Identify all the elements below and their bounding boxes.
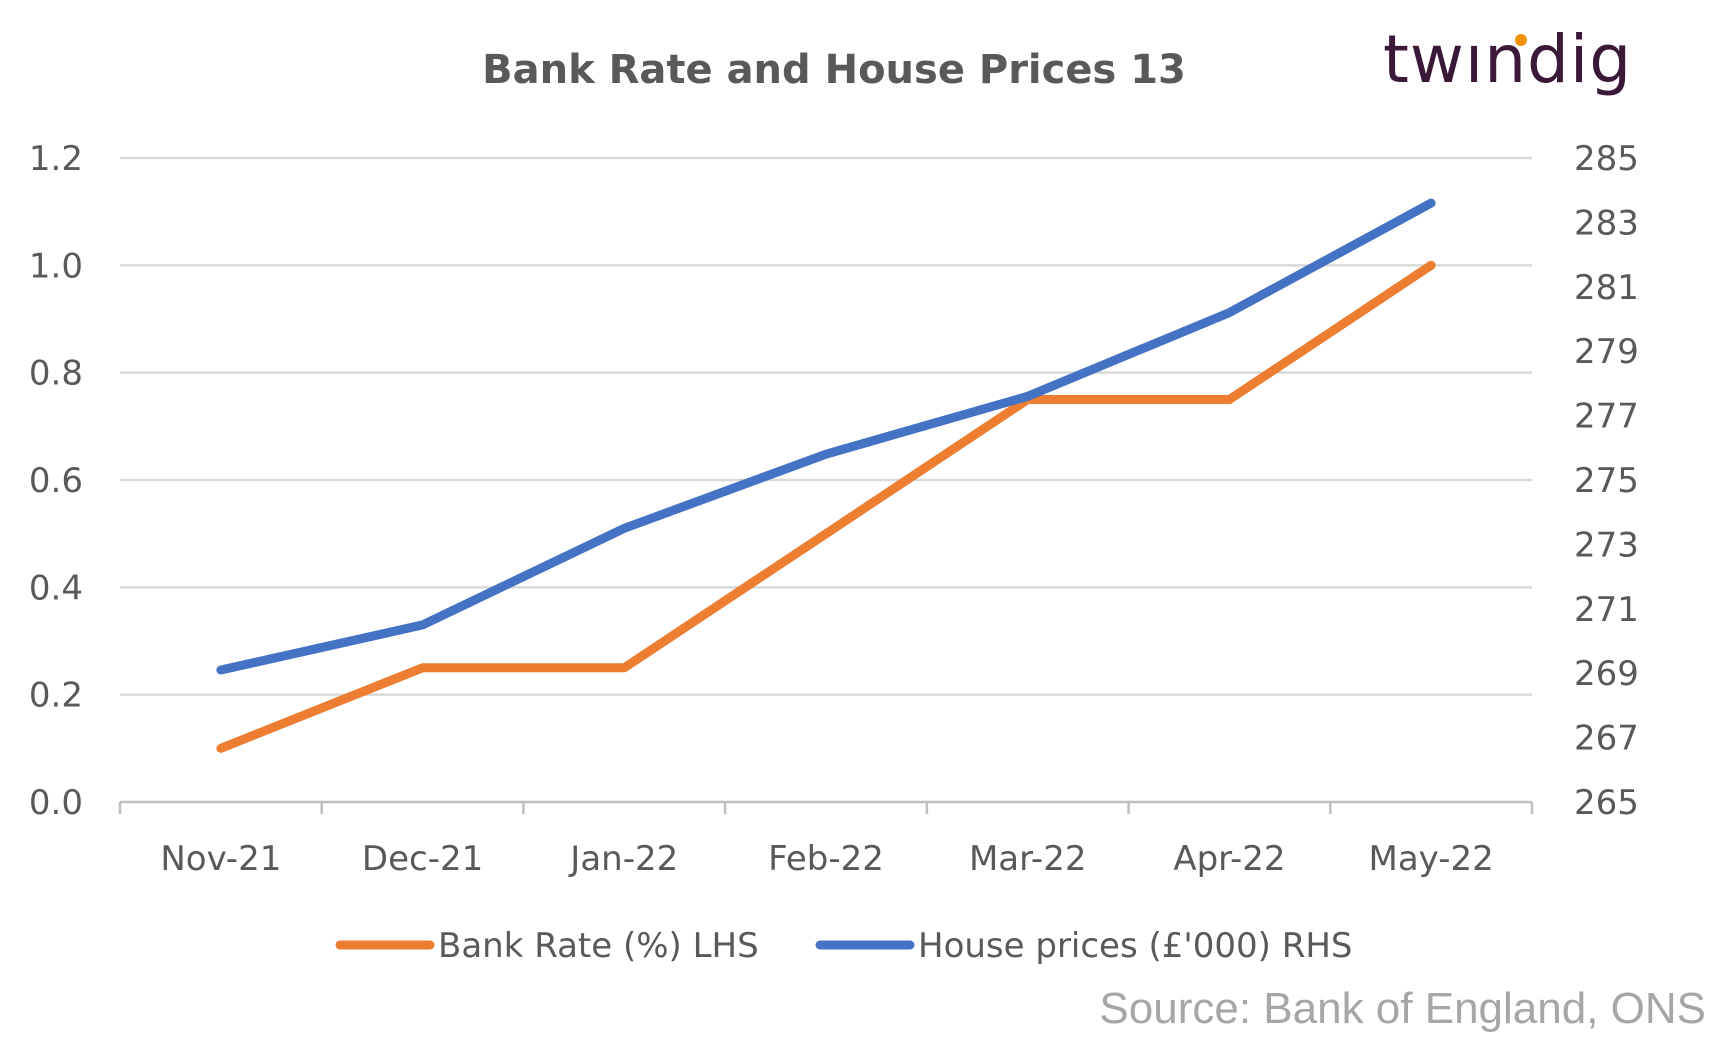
y-left-tick-label: 0.2: [29, 676, 83, 716]
y-left-tick-label: 1.0: [29, 246, 83, 286]
y-axis-right: 265 267 269 271 273 275 277 279 281 283 285: [1574, 139, 1639, 823]
series-line-bank-rate: [216, 260, 1436, 753]
y-left-tick-label: 0.8: [29, 354, 83, 394]
y-right-tick-label: 275: [1574, 461, 1639, 501]
x-tick-label: Jan-22: [568, 839, 678, 879]
legend: Bank Rate (%) LHS House prices (£'000) R…: [335, 926, 1352, 966]
y-right-tick-label: 279: [1574, 332, 1639, 372]
svg-text:twındig: twındig: [1383, 21, 1632, 98]
legend-label-bank-rate: Bank Rate (%) LHS: [438, 926, 759, 966]
y-right-tick-label: 273: [1574, 525, 1639, 565]
y-right-tick-label: 283: [1574, 203, 1639, 243]
y-right-tick-label: 269: [1574, 654, 1639, 694]
chart-title: Bank Rate and House Prices 13: [482, 47, 1186, 93]
legend-label-house-prices: House prices (£'000) RHS: [918, 926, 1352, 966]
y-axis-left: 0.0 0.2 0.4 0.6 0.8 1.0 1.2: [29, 139, 83, 823]
x-tick-label: Apr-22: [1173, 839, 1285, 879]
y-left-tick-label: 0.4: [29, 568, 83, 608]
x-tick-label: May-22: [1369, 839, 1494, 879]
y-right-tick-label: 267: [1574, 719, 1639, 759]
source-note: Source: Bank of England, ONS: [1099, 984, 1706, 1033]
y-left-tick-label: 0.6: [29, 461, 83, 501]
x-tick-label: Feb-22: [768, 839, 884, 879]
x-tick-label: Dec-21: [362, 839, 483, 879]
y-right-tick-label: 285: [1574, 139, 1639, 179]
y-left-tick-label: 0.0: [29, 783, 83, 823]
y-right-tick-label: 271: [1574, 590, 1639, 630]
series-lines: [216, 198, 1436, 753]
x-tick-label: Mar-22: [969, 839, 1087, 879]
x-axis: Nov-21 Dec-21 Jan-22 Feb-22 Mar-22 Apr-22 May-…: [118, 802, 1534, 879]
x-tick-label: Nov-21: [160, 839, 281, 879]
twindig-logo: twındig: [1383, 21, 1632, 98]
y-right-tick-label: 265: [1574, 783, 1639, 823]
series-line-house-prices: [216, 198, 1436, 675]
y-right-tick-label: 281: [1574, 268, 1639, 308]
logo-dot: [1515, 34, 1527, 46]
y-right-tick-label: 277: [1574, 397, 1639, 437]
y-left-tick-label: 1.2: [29, 139, 83, 179]
